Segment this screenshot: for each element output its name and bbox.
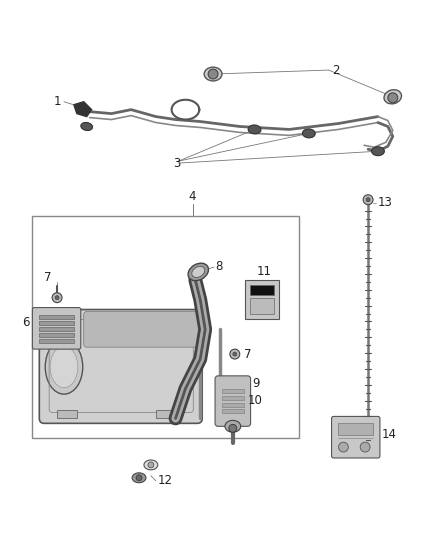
Text: 13: 13	[378, 196, 393, 209]
Polygon shape	[74, 102, 92, 117]
FancyBboxPatch shape	[39, 310, 202, 423]
Ellipse shape	[45, 340, 83, 394]
Bar	[39, 321, 74, 325]
Circle shape	[233, 352, 237, 356]
Text: 6: 6	[22, 316, 30, 329]
Text: 4: 4	[188, 190, 196, 203]
Circle shape	[366, 198, 370, 201]
Ellipse shape	[50, 346, 78, 387]
Text: 3: 3	[173, 157, 181, 169]
Bar	[250, 297, 274, 314]
Text: 2: 2	[332, 63, 340, 77]
Ellipse shape	[192, 266, 205, 278]
Ellipse shape	[188, 263, 208, 281]
Circle shape	[230, 349, 240, 359]
Bar	[156, 410, 176, 418]
Circle shape	[388, 93, 398, 103]
Circle shape	[52, 293, 62, 303]
Text: 12: 12	[158, 474, 173, 487]
Bar	[250, 285, 274, 295]
Bar	[39, 327, 74, 331]
FancyBboxPatch shape	[32, 308, 81, 349]
Circle shape	[363, 195, 373, 205]
Circle shape	[229, 424, 237, 432]
Circle shape	[148, 462, 154, 468]
Ellipse shape	[144, 460, 158, 470]
Circle shape	[208, 69, 218, 79]
FancyBboxPatch shape	[84, 311, 200, 347]
Bar	[222, 409, 244, 414]
Bar	[39, 316, 74, 319]
Ellipse shape	[302, 129, 315, 138]
Bar	[39, 333, 74, 337]
Ellipse shape	[204, 67, 222, 81]
Bar	[32, 215, 299, 438]
Bar	[222, 389, 244, 393]
Circle shape	[55, 296, 59, 300]
Ellipse shape	[225, 421, 241, 432]
Ellipse shape	[81, 123, 92, 131]
Bar	[57, 410, 77, 418]
Circle shape	[360, 442, 370, 452]
Text: 7: 7	[44, 271, 52, 285]
Text: 1: 1	[54, 95, 62, 108]
Text: 8: 8	[215, 261, 223, 273]
Bar	[39, 339, 74, 343]
Bar	[222, 395, 244, 400]
FancyBboxPatch shape	[215, 376, 251, 426]
Bar	[245, 280, 279, 319]
Ellipse shape	[248, 125, 261, 134]
FancyBboxPatch shape	[332, 416, 380, 458]
Text: 9: 9	[253, 377, 260, 390]
Ellipse shape	[384, 90, 402, 104]
Bar	[339, 423, 373, 435]
Ellipse shape	[132, 473, 146, 483]
Bar	[222, 402, 244, 407]
Text: 7: 7	[244, 348, 251, 361]
Text: 11: 11	[257, 265, 272, 278]
Text: 10: 10	[247, 394, 262, 407]
Circle shape	[136, 475, 142, 481]
Ellipse shape	[371, 147, 385, 156]
Circle shape	[339, 442, 348, 452]
Text: 14: 14	[382, 428, 397, 441]
